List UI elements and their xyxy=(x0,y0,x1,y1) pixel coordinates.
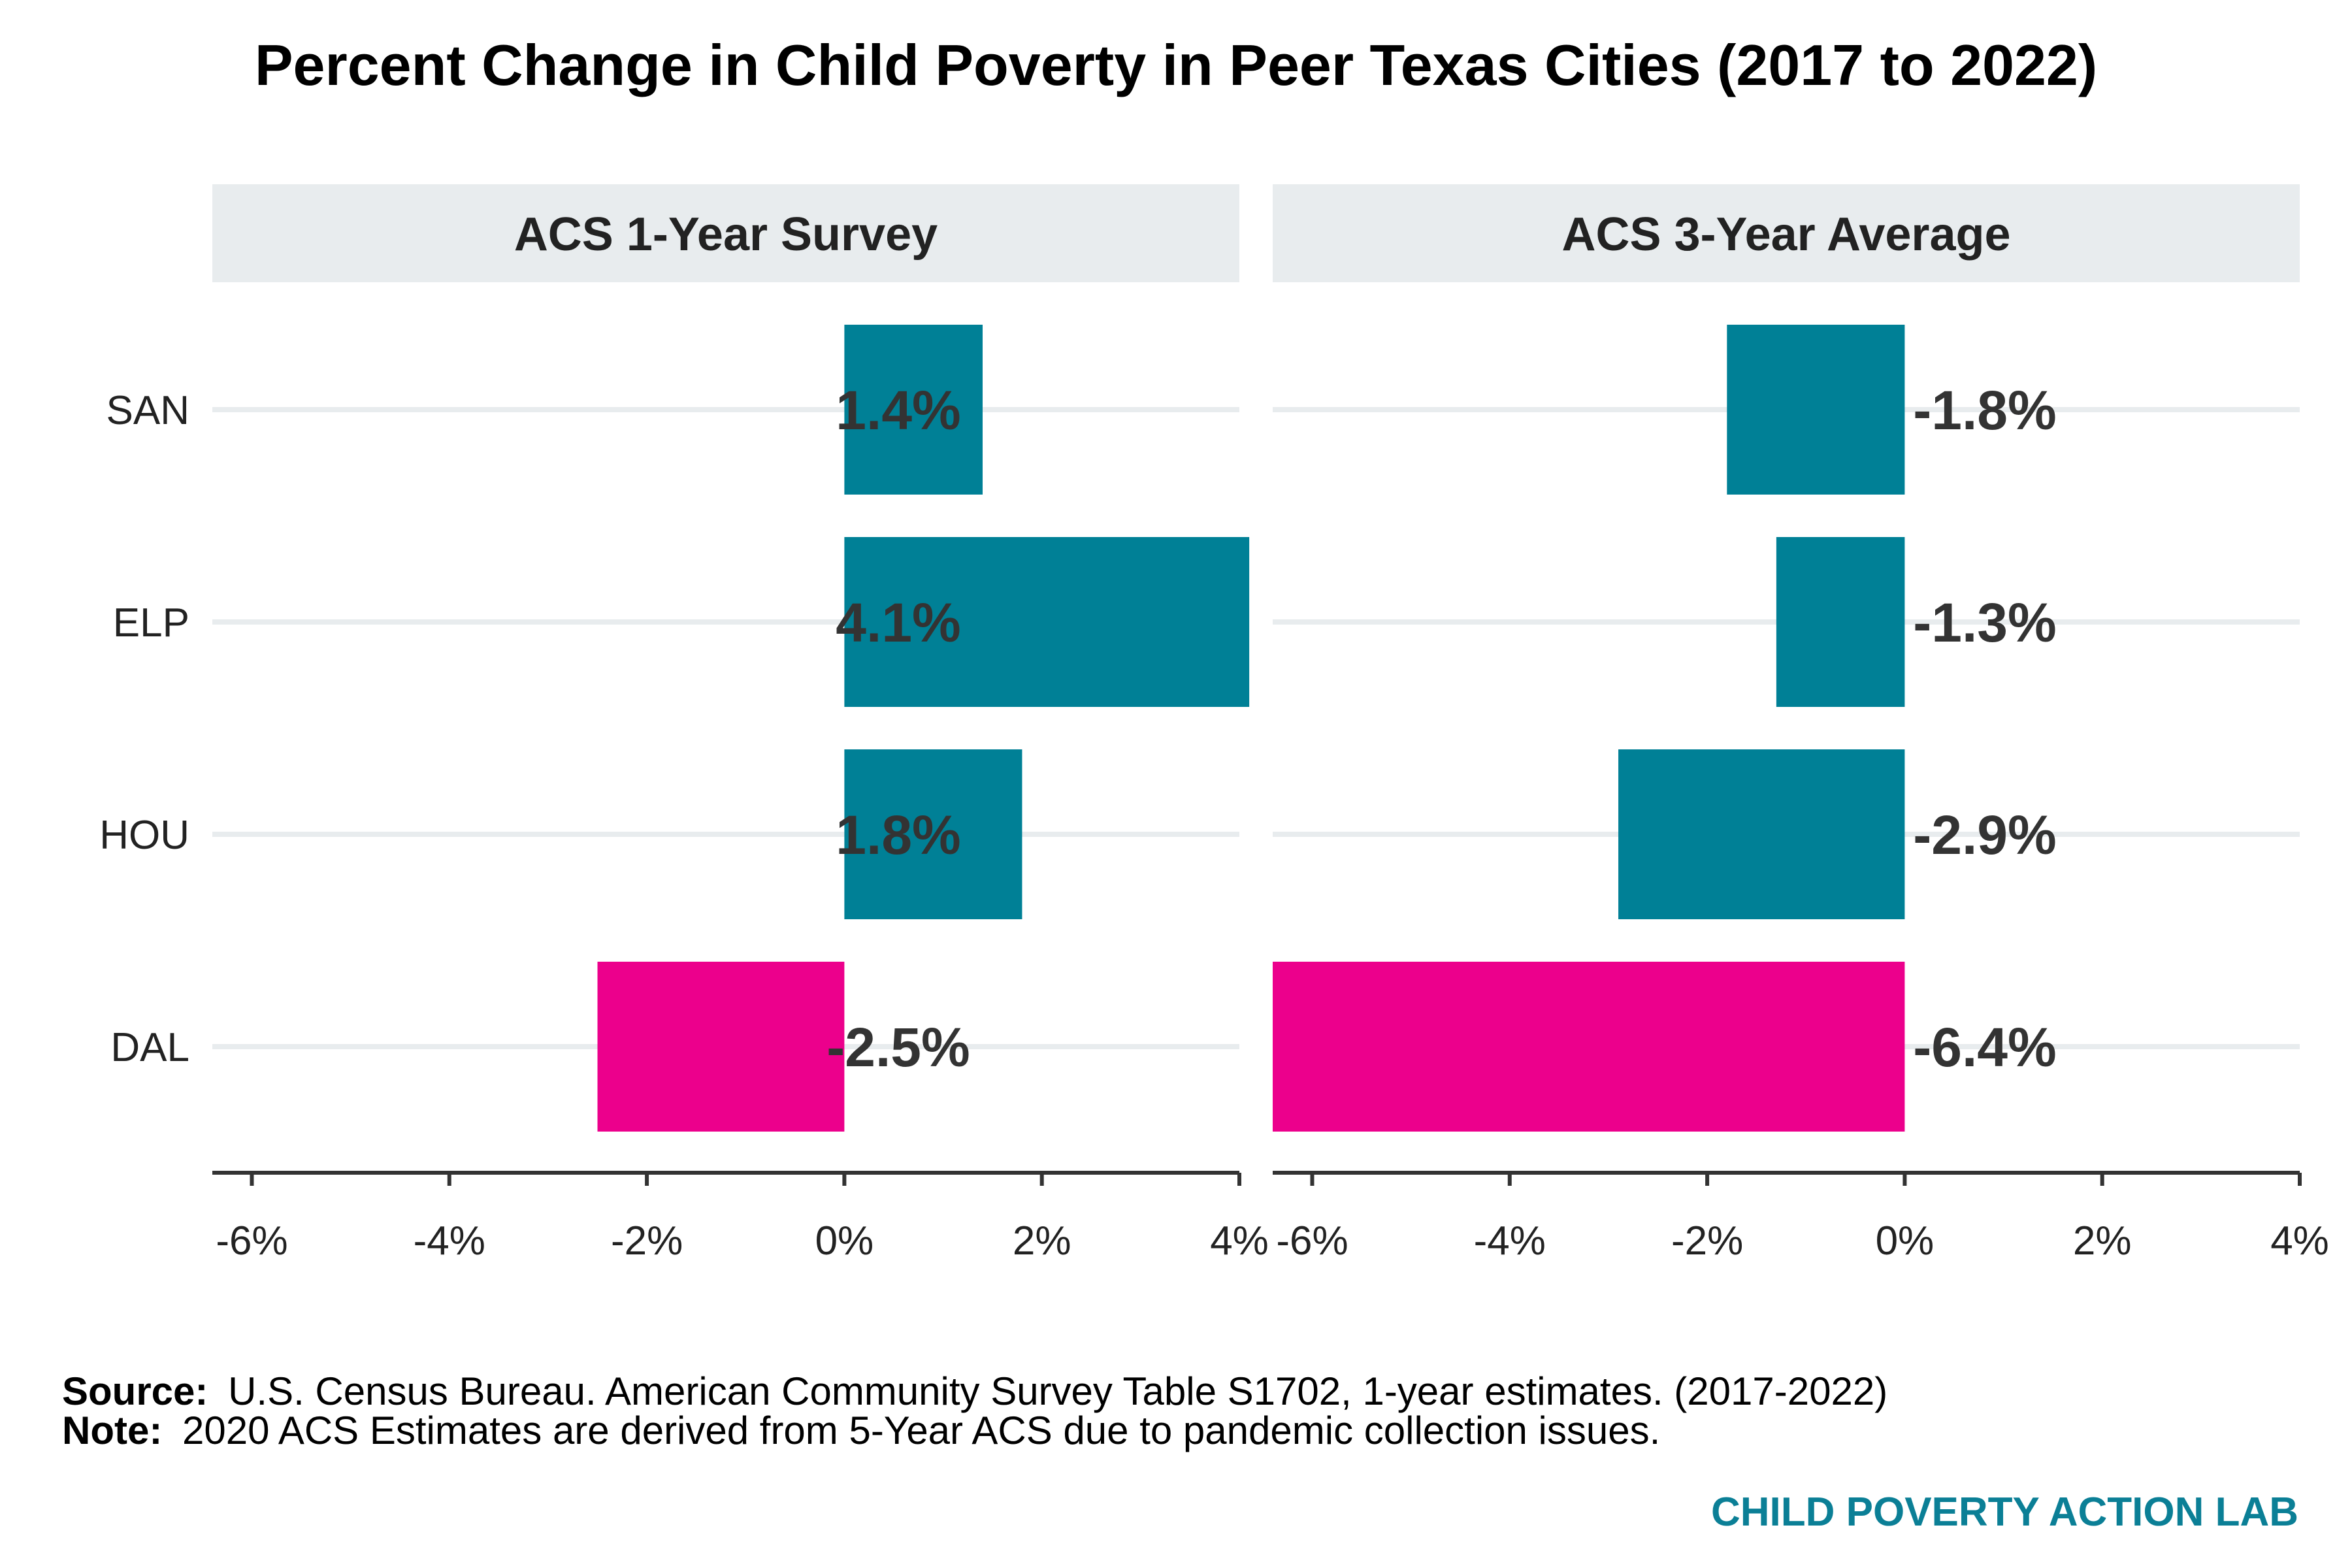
note-line: Note: 2020 ACS Estimates are derived fro… xyxy=(62,1409,1660,1452)
value-label-san: 1.4% xyxy=(836,380,960,441)
x-tick-label: 0% xyxy=(1876,1218,1935,1264)
value-label-hou: 1.8% xyxy=(836,804,960,866)
bar-san xyxy=(844,325,983,495)
panel-strip-2 xyxy=(1273,184,2300,282)
footer: Source: U.S. Census Bureau. American Com… xyxy=(62,1369,2298,1535)
value-label-elp: -1.3% xyxy=(1913,592,2056,653)
source-text: U.S. Census Bureau. American Community S… xyxy=(228,1369,1887,1413)
panel-2: ACS 3-Year Average -1.8% -1.3% -2.9% -6.4% -6… xyxy=(1273,184,2329,1264)
panel-strip-1 xyxy=(212,184,1239,282)
x-tick-label: 2% xyxy=(2073,1218,2132,1264)
bar-hou xyxy=(844,749,1022,919)
x-tick-label: 4% xyxy=(1210,1218,1269,1264)
x-tick-label: -2% xyxy=(611,1218,683,1264)
value-label-san: -1.8% xyxy=(1913,380,2056,441)
category-label-san: SAN xyxy=(106,388,189,433)
value-label-dal: -6.4% xyxy=(1913,1017,2056,1078)
panel-title-2: ACS 3-Year Average xyxy=(1561,208,2010,261)
x-tick-label: -4% xyxy=(1474,1218,1546,1264)
bar-elp xyxy=(844,537,1250,707)
note-text: 2020 ACS Estimates are derived from 5-Ye… xyxy=(182,1409,1660,1452)
x-tick-label: 2% xyxy=(1013,1218,1071,1264)
value-label-hou: -2.9% xyxy=(1913,804,2056,866)
x-tick-label: 4% xyxy=(2270,1218,2329,1264)
x-tick-label: -6% xyxy=(216,1218,287,1264)
x-tick-label: -4% xyxy=(414,1218,485,1264)
source-label: Source: xyxy=(62,1369,208,1413)
note-label: Note: xyxy=(62,1409,162,1452)
bar-dal xyxy=(597,962,845,1132)
value-label-dal: -2.5% xyxy=(826,1017,970,1078)
panel-title-1: ACS 1-Year Survey xyxy=(514,208,938,261)
category-label-hou: HOU xyxy=(99,813,189,858)
value-label-elp: 4.1% xyxy=(836,592,960,653)
x-tick-label: -6% xyxy=(1276,1218,1348,1264)
bar-hou xyxy=(1618,749,1905,919)
category-label-dal: DAL xyxy=(110,1025,189,1070)
x-tick-label: 0% xyxy=(815,1218,874,1264)
bar-san xyxy=(1727,325,1905,495)
source-line: Source: U.S. Census Bureau. American Com… xyxy=(62,1369,1887,1413)
panels: SAN ELP HOU DAL ACS 1-Year Survey 1.4% 4.1% 1.8… xyxy=(99,184,2329,1264)
category-label-elp: ELP xyxy=(113,600,189,645)
panel-1: ACS 1-Year Survey 1.4% 4.1% 1.8% -2.5% -6% -4%… xyxy=(212,184,1269,1264)
bar-elp xyxy=(1776,537,1905,707)
brand-logo-text: CHILD POVERTY ACTION LAB xyxy=(1711,1490,2298,1535)
chart-title: Percent Change in Child Poverty in Peer … xyxy=(255,33,2097,97)
bar-dal xyxy=(1273,962,1905,1132)
x-tick-label: -2% xyxy=(1671,1218,1743,1264)
